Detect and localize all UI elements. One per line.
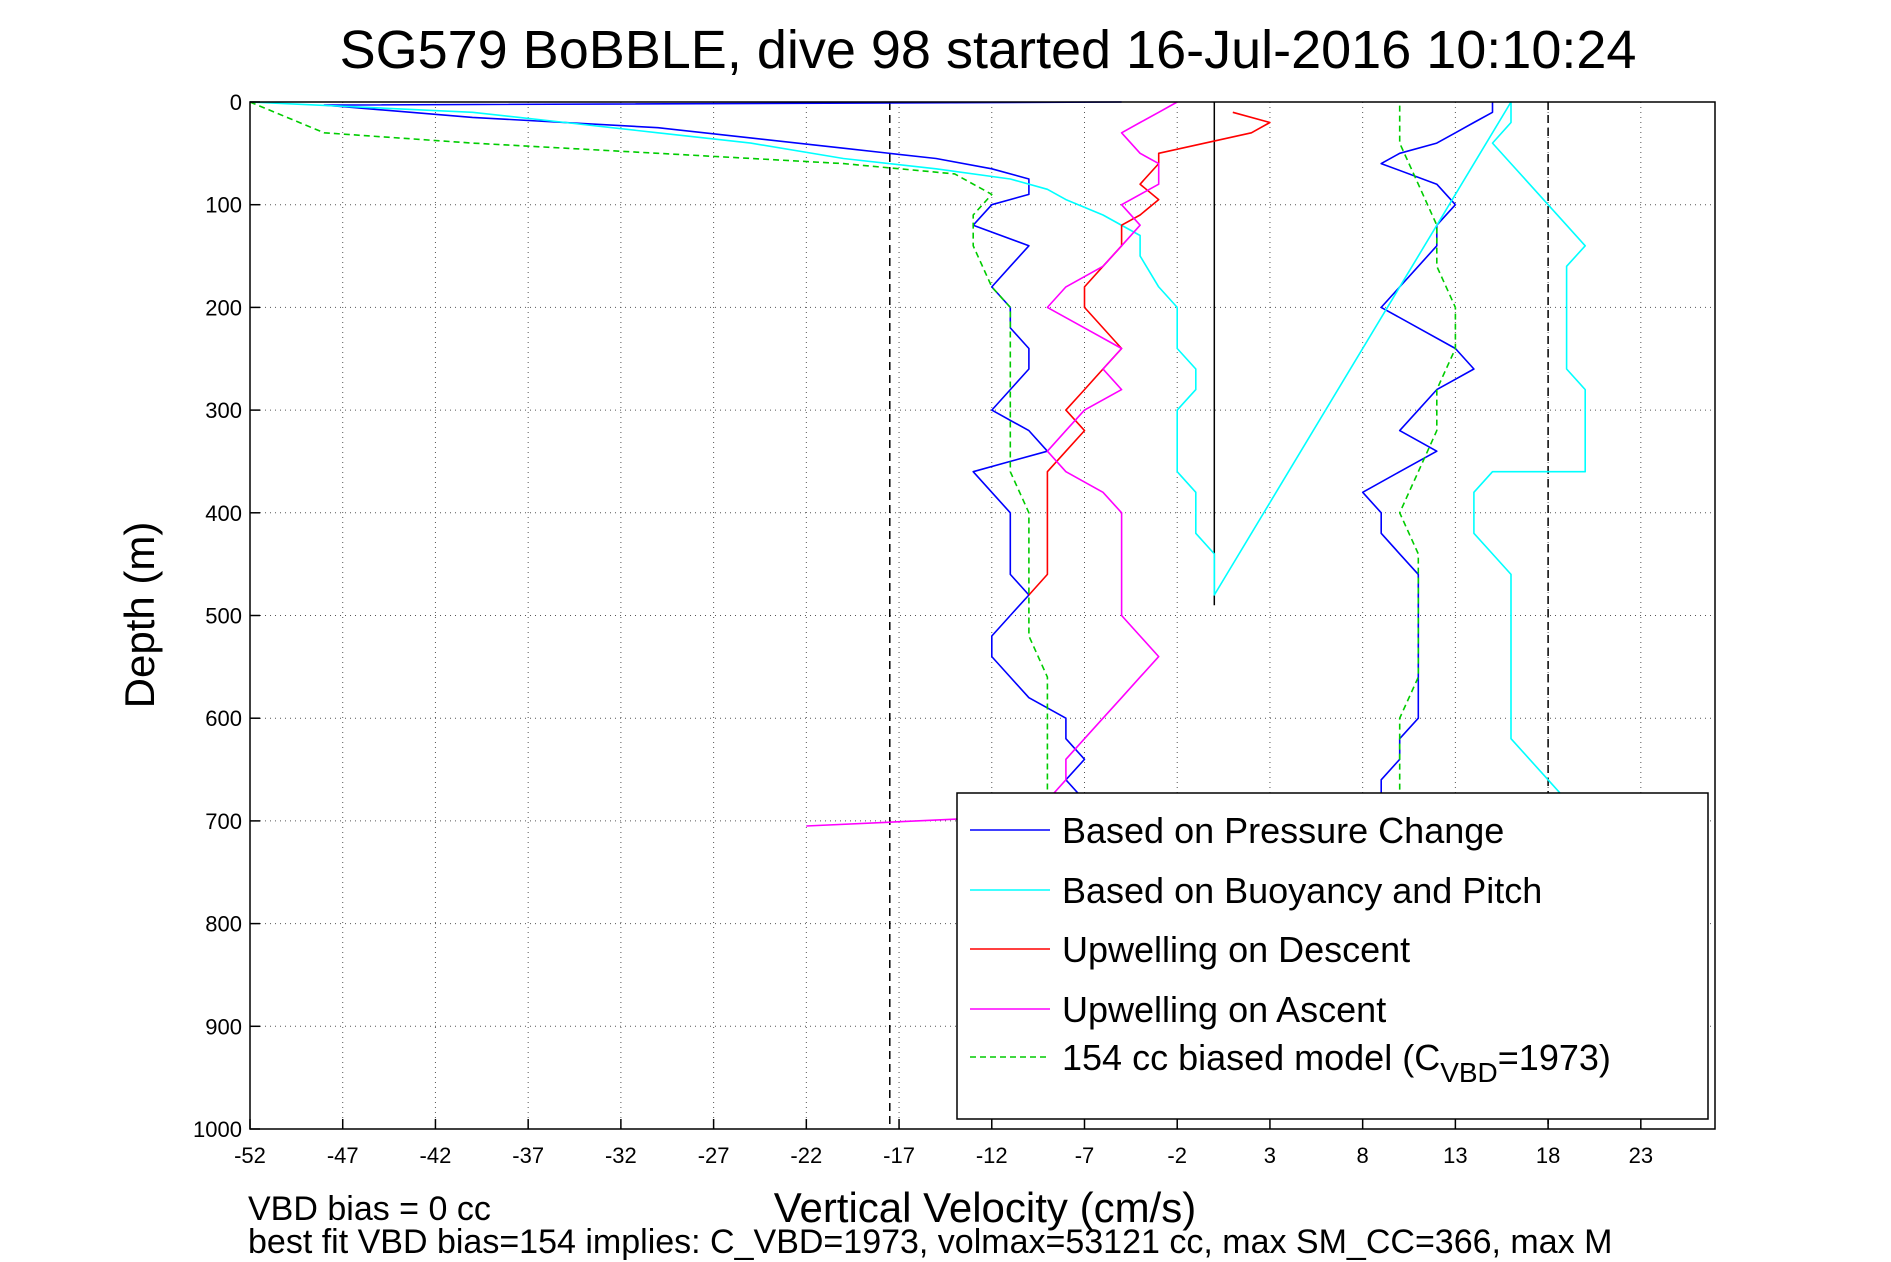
series-line-2 <box>249 101 1586 812</box>
x-tick-label: 3 <box>1264 1143 1276 1168</box>
y-tick-label: 700 <box>205 809 242 834</box>
x-axis-label: Vertical Velocity (cm/s) <box>774 1184 1196 1231</box>
x-tick-label: -22 <box>790 1143 822 1168</box>
y-tick-label: 500 <box>205 604 242 629</box>
y-tick-label: 600 <box>205 706 242 731</box>
x-tick-label: -27 <box>698 1143 730 1168</box>
x-tick-label: -17 <box>883 1143 915 1168</box>
y-tick-label: 100 <box>205 193 242 218</box>
series-line-1 <box>323 101 1494 802</box>
y-axis-label: Depth (m) <box>116 522 163 709</box>
legend-label: Based on Pressure Change <box>1062 810 1504 851</box>
y-tick-label: 400 <box>205 501 242 526</box>
x-tick-label: -12 <box>976 1143 1008 1168</box>
chart-title: SG579 BoBBLE, dive 98 started 16-Jul-201… <box>340 20 1637 80</box>
footer-line-2: best fit VBD bias=154 implies: C_VBD=197… <box>248 1223 1612 1261</box>
x-tick-label: -37 <box>512 1143 544 1168</box>
x-tick-label: -47 <box>327 1143 359 1168</box>
x-tick-label: -2 <box>1167 1143 1187 1168</box>
x-tick-label: -7 <box>1075 1143 1095 1168</box>
x-tick-label: -52 <box>234 1143 266 1168</box>
x-tick-label: -32 <box>605 1143 637 1168</box>
x-tick-label: -42 <box>420 1143 452 1168</box>
series-line-5 <box>249 101 1457 802</box>
reference-lines <box>889 102 1549 1129</box>
y-tick-label: 300 <box>205 398 242 423</box>
x-axis-ticks: -52 -47 -42 -37 -32 -27 -22 -17 -12 -7 -2 3 8 13 18 23 <box>234 1119 1653 1168</box>
series-line-4 <box>806 101 1178 827</box>
legend-label: Upwelling on Ascent <box>1062 989 1386 1030</box>
x-tick-label: 8 <box>1357 1143 1369 1168</box>
x-tick-label: 13 <box>1443 1143 1467 1168</box>
y-tick-label: 900 <box>205 1014 242 1039</box>
legend-box <box>956 792 1709 1120</box>
footer-line-1: VBD bias = 0 cc <box>248 1190 491 1228</box>
x-tick-label: 18 <box>1536 1143 1560 1168</box>
x-tick-label: 23 <box>1629 1143 1653 1168</box>
y-tick-label: 200 <box>205 295 242 320</box>
legend-label: 154 cc biased model (CVBD=1973) <box>1062 1037 1611 1088</box>
data-series <box>249 101 1586 827</box>
y-tick-label: 1000 <box>193 1117 242 1142</box>
y-tick-label: 0 <box>230 90 242 115</box>
y-axis-ticks: 0 100 200 300 400 500 600 700 800 900 1000 <box>193 90 260 1142</box>
legend: Based on Pressure Change Based on Buoyanc… <box>956 792 1709 1120</box>
legend-label: Upwelling on Descent <box>1062 929 1410 970</box>
y-tick-label: 800 <box>205 912 242 937</box>
series-line-3 <box>1028 111 1271 596</box>
legend-label: Based on Buoyancy and Pitch <box>1062 870 1542 911</box>
